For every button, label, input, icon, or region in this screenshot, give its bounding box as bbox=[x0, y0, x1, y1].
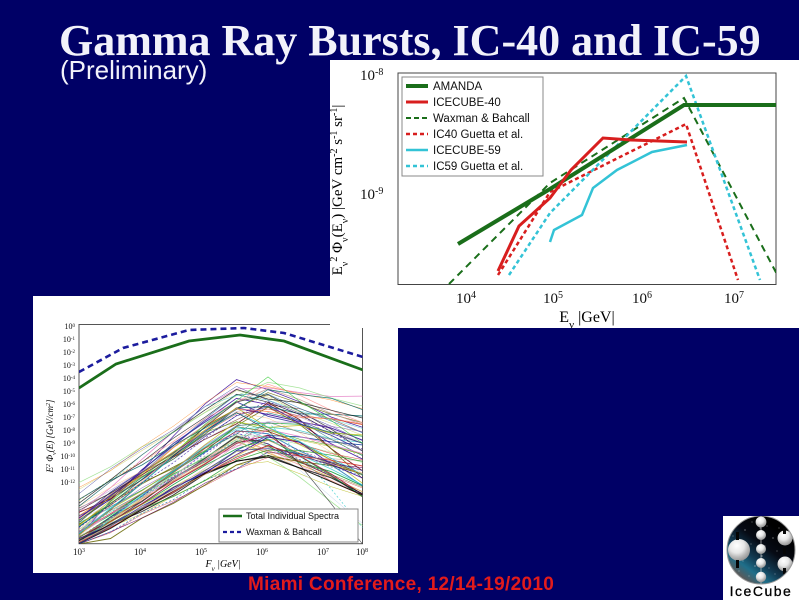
svg-text:10-5: 10-5 bbox=[63, 387, 76, 396]
svg-text:ICECUBE-59: ICECUBE-59 bbox=[433, 145, 501, 157]
svg-text:E2 Φν(E) [GeV/cm2]: E2 Φν(E) [GeV/cm2] bbox=[45, 399, 58, 474]
svg-text:Fν |GeV|: Fν |GeV| bbox=[205, 559, 241, 573]
svg-text:IC40 Guetta et al.: IC40 Guetta et al. bbox=[433, 129, 523, 141]
svg-text:10-6: 10-6 bbox=[63, 400, 76, 409]
svg-text:Waxman & Bahcall: Waxman & Bahcall bbox=[433, 113, 530, 125]
svg-text:Eν |GeV|: Eν |GeV| bbox=[559, 309, 614, 328]
svg-text:ICECUBE-40: ICECUBE-40 bbox=[433, 97, 501, 109]
svg-text:10-9: 10-9 bbox=[360, 186, 383, 204]
svg-text:10-8: 10-8 bbox=[360, 67, 383, 85]
svg-text:IceCube: IceCube bbox=[730, 583, 793, 599]
svg-text:100: 100 bbox=[65, 322, 76, 331]
svg-text:10-1: 10-1 bbox=[63, 335, 76, 344]
svg-text:10-7: 10-7 bbox=[63, 413, 76, 422]
svg-text:107: 107 bbox=[724, 290, 744, 308]
svg-text:IC59 Guetta et al.: IC59 Guetta et al. bbox=[433, 161, 523, 173]
svg-text:10-12: 10-12 bbox=[60, 478, 75, 487]
svg-text:106: 106 bbox=[632, 290, 652, 308]
svg-text:10-11: 10-11 bbox=[61, 465, 76, 474]
svg-text:104: 104 bbox=[134, 547, 146, 557]
svg-text:105: 105 bbox=[543, 290, 563, 308]
svg-text:10-4: 10-4 bbox=[63, 374, 76, 383]
svg-text:108: 108 bbox=[356, 547, 368, 557]
svg-text:Eν2 Φν(Eν) |GeV cm-2 s-1 sr-1|: Eν2 Φν(Eν) |GeV cm-2 s-1 sr-1| bbox=[330, 105, 351, 276]
svg-text:103: 103 bbox=[73, 547, 85, 557]
svg-text:105: 105 bbox=[195, 547, 207, 557]
svg-text:10-9: 10-9 bbox=[63, 439, 76, 448]
svg-text:10-3: 10-3 bbox=[63, 361, 76, 370]
svg-text:10-10: 10-10 bbox=[60, 452, 75, 461]
svg-text:107: 107 bbox=[317, 547, 329, 557]
svg-text:106: 106 bbox=[256, 547, 268, 557]
svg-text:104: 104 bbox=[456, 290, 476, 308]
svg-text:10-2: 10-2 bbox=[63, 348, 76, 357]
svg-text:Total Individual Spectra: Total Individual Spectra bbox=[246, 511, 339, 521]
svg-text:Waxman & Bahcall: Waxman & Bahcall bbox=[246, 527, 322, 537]
svg-text:10-8: 10-8 bbox=[63, 426, 76, 435]
svg-text:AMANDA: AMANDA bbox=[433, 81, 483, 93]
